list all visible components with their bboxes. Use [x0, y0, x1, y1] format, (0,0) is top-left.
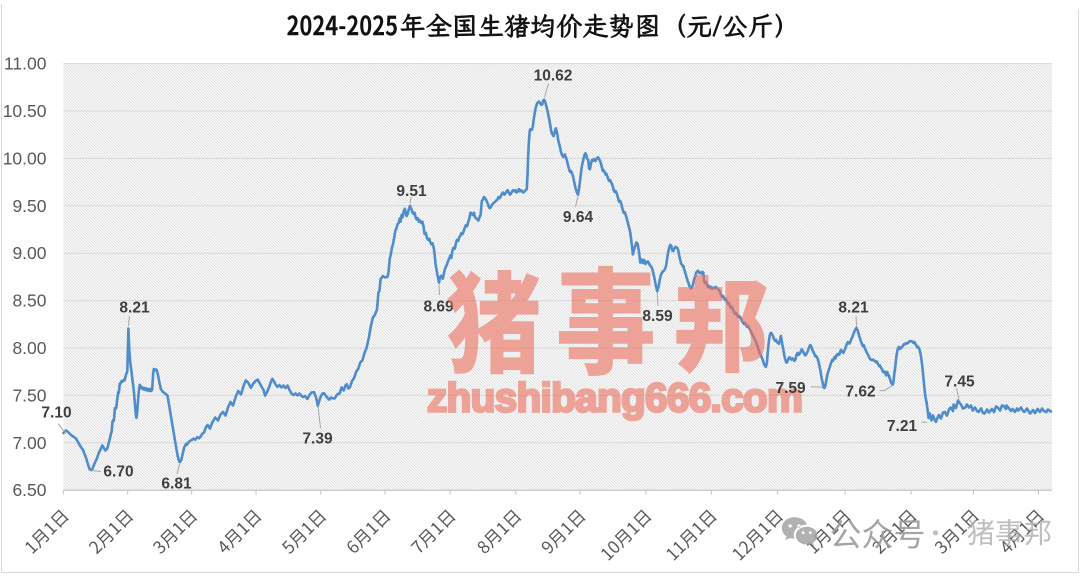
svg-text:8.50: 8.50	[12, 291, 46, 311]
svg-text:10.50: 10.50	[3, 101, 47, 121]
svg-text:7.10: 7.10	[41, 405, 71, 422]
svg-text:6.81: 6.81	[161, 476, 192, 493]
svg-text:8.21: 8.21	[838, 300, 869, 317]
svg-text:7.59: 7.59	[776, 380, 807, 397]
svg-text:7.00: 7.00	[12, 433, 46, 453]
svg-text:7.39: 7.39	[302, 431, 333, 448]
svg-text:7.21: 7.21	[887, 418, 918, 435]
svg-text:9.51: 9.51	[396, 183, 427, 200]
svg-text:8.00: 8.00	[12, 338, 46, 358]
svg-text:10.00: 10.00	[3, 148, 47, 168]
svg-text:8.59: 8.59	[642, 308, 673, 325]
svg-text:7.62: 7.62	[845, 384, 875, 401]
svg-text:9.00: 9.00	[12, 243, 46, 263]
svg-text:zhushibang666.com: zhushibang666.com	[427, 375, 803, 421]
svg-text:9.50: 9.50	[12, 196, 46, 216]
svg-text:7.50: 7.50	[12, 385, 46, 405]
svg-text:9.64: 9.64	[563, 209, 594, 226]
svg-text:6.50: 6.50	[12, 480, 46, 500]
svg-text:6.70: 6.70	[103, 464, 133, 481]
svg-text:7.45: 7.45	[944, 374, 975, 391]
svg-text:11.00: 11.00	[4, 54, 47, 74]
svg-text:8.21: 8.21	[119, 300, 150, 317]
svg-text:10.62: 10.62	[534, 68, 573, 85]
